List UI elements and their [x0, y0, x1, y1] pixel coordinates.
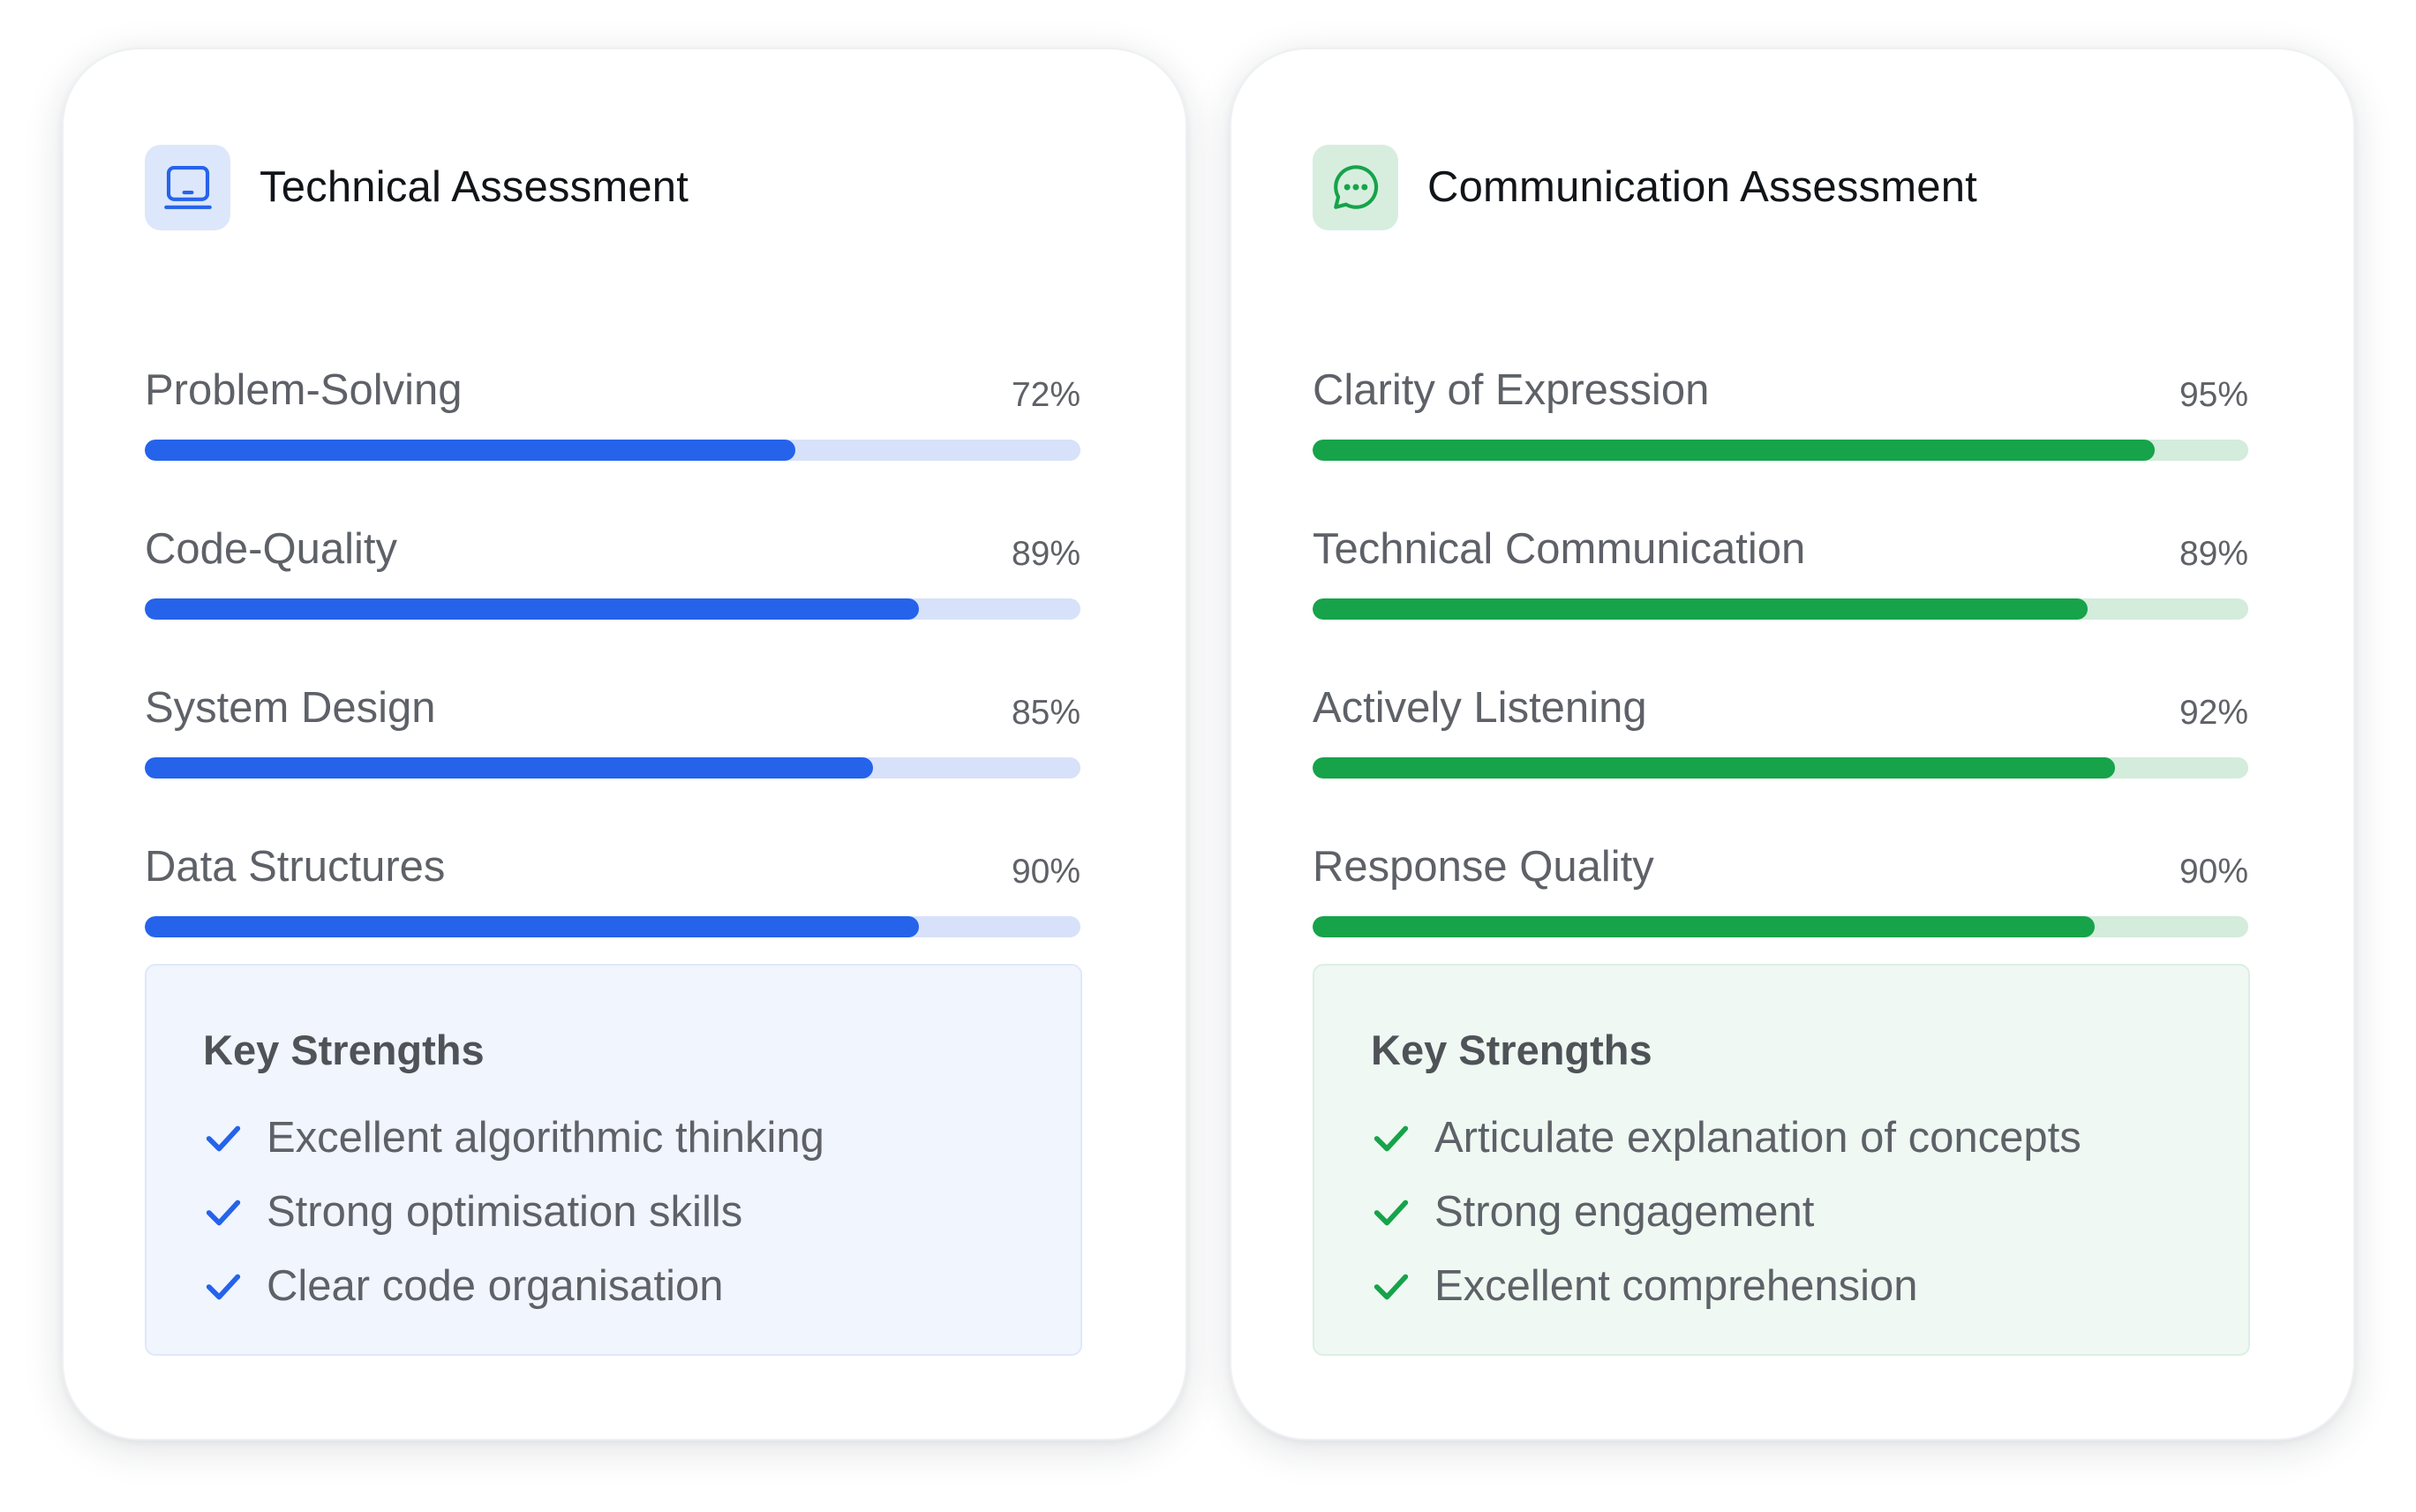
progress-track	[1313, 440, 2248, 461]
strength-item: Articulate explanation of concepts	[1371, 1111, 2081, 1164]
metric-value: 90%	[1011, 853, 1080, 891]
strength-item: Excellent algorithmic thinking	[203, 1111, 824, 1164]
key-strengths-panel: Key Strengths Articulate explanation of …	[1313, 964, 2250, 1356]
progress-track	[145, 440, 1080, 461]
metric-row-code-quality: Code-Quality 89%	[145, 524, 1080, 630]
check-icon	[1374, 1125, 1409, 1152]
laptop-icon	[145, 144, 230, 230]
progress-track	[1313, 598, 2248, 620]
progress-track	[1313, 757, 2248, 779]
technical-card-header: Technical Assessment	[145, 144, 689, 230]
metric-row-response-quality: Response Quality 90%	[1313, 842, 2248, 948]
metric-value: 95%	[2179, 376, 2248, 414]
progress-fill	[1313, 440, 2155, 461]
strength-text: Clear code organisation	[267, 1262, 724, 1310]
technical-assessment-card: Technical Assessment Problem-Solving 72%…	[62, 48, 1187, 1441]
chat-bubble-icon	[1313, 144, 1398, 230]
strength-text: Strong optimisation skills	[267, 1188, 743, 1236]
check-icon	[206, 1200, 241, 1226]
metric-row-system-design: System Design 85%	[145, 683, 1080, 789]
check-icon	[206, 1274, 241, 1300]
progress-track	[1313, 916, 2248, 937]
progress-fill	[145, 440, 795, 461]
metric-label: Technical Communication	[1313, 525, 1806, 573]
communication-card-header: Communication Assessment	[1313, 144, 1977, 230]
metric-value: 72%	[1011, 376, 1080, 414]
metric-label: Code-Quality	[145, 525, 397, 573]
check-icon	[206, 1125, 241, 1152]
metric-value: 85%	[1011, 694, 1080, 732]
metric-label: Data Structures	[145, 843, 446, 891]
strength-text: Strong engagement	[1434, 1188, 1815, 1236]
strength-item: Strong engagement	[1371, 1185, 1814, 1238]
progress-fill	[145, 916, 919, 937]
metric-value: 90%	[2179, 853, 2248, 891]
key-strengths-title: Key Strengths	[1371, 1027, 1652, 1073]
metric-row-clarity-of-expression: Clarity of Expression 95%	[1313, 365, 2248, 471]
metric-row-problem-solving: Problem-Solving 72%	[145, 365, 1080, 471]
metric-value: 89%	[1011, 535, 1080, 573]
progress-fill	[145, 598, 919, 620]
strength-text: Excellent algorithmic thinking	[267, 1114, 824, 1162]
progress-fill	[145, 757, 873, 779]
strength-item: Excellent comprehension	[1371, 1260, 1917, 1313]
strength-item: Clear code organisation	[203, 1260, 724, 1313]
progress-fill	[1313, 598, 2088, 620]
key-strengths-title: Key Strengths	[203, 1027, 485, 1073]
metric-label: Clarity of Expression	[1313, 366, 1710, 414]
strength-text: Excellent comprehension	[1434, 1262, 1918, 1310]
metric-value: 92%	[2179, 694, 2248, 732]
progress-fill	[1313, 916, 2096, 937]
metric-row-data-structures: Data Structures 90%	[145, 842, 1080, 948]
metric-label: Actively Listening	[1313, 684, 1647, 732]
card-title: Communication Assessment	[1427, 163, 1977, 211]
progress-track	[145, 598, 1080, 620]
key-strengths-panel: Key Strengths Excellent algorithmic thin…	[145, 964, 1082, 1356]
metric-label: Response Quality	[1313, 843, 1654, 891]
progress-track	[145, 916, 1080, 937]
check-icon	[1374, 1200, 1409, 1226]
metric-label: Problem-Solving	[145, 366, 463, 414]
strength-text: Articulate explanation of concepts	[1434, 1114, 2081, 1162]
metric-row-actively-listening: Actively Listening 92%	[1313, 683, 2248, 789]
metric-label: System Design	[145, 684, 436, 732]
progress-track	[145, 757, 1080, 779]
metric-value: 89%	[2179, 535, 2248, 573]
metric-row-technical-communication: Technical Communication 89%	[1313, 524, 2248, 630]
strength-item: Strong optimisation skills	[203, 1185, 742, 1238]
communication-assessment-card: Communication Assessment Clarity of Expr…	[1230, 48, 2355, 1441]
progress-fill	[1313, 757, 2116, 779]
card-title: Technical Assessment	[260, 163, 689, 211]
check-icon	[1374, 1274, 1409, 1300]
